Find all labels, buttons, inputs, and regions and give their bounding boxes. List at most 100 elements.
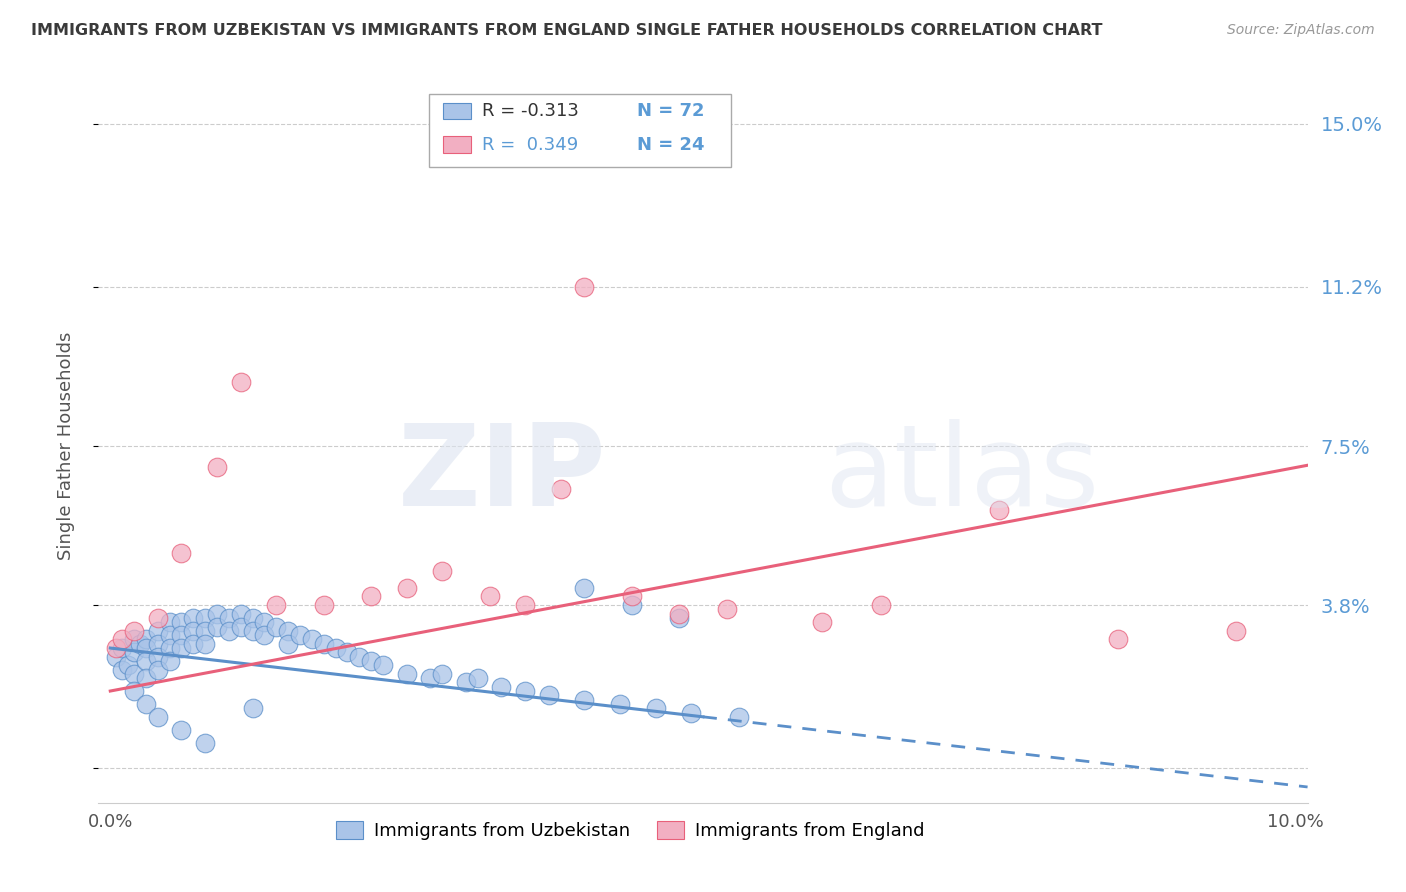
- Immigrants from Uzbekistan: [218, 624, 240, 638]
- Immigrants from England: [312, 598, 335, 612]
- Immigrants from Uzbekistan: [122, 645, 145, 659]
- Immigrants from Uzbekistan: [467, 671, 489, 685]
- Immigrants from Uzbekistan: [159, 641, 181, 656]
- Immigrants from Uzbekistan: [537, 689, 560, 703]
- Immigrants from England: [122, 624, 145, 638]
- Immigrants from Uzbekistan: [371, 658, 394, 673]
- Immigrants from Uzbekistan: [574, 581, 596, 595]
- Immigrants from Uzbekistan: [122, 666, 145, 681]
- Immigrants from Uzbekistan: [146, 649, 169, 664]
- Immigrants from Uzbekistan: [205, 619, 228, 633]
- Immigrants from England: [668, 607, 690, 621]
- Immigrants from Uzbekistan: [277, 624, 299, 638]
- Immigrants from England: [1225, 624, 1247, 638]
- Immigrants from Uzbekistan: [159, 654, 181, 668]
- Immigrants from Uzbekistan: [122, 684, 145, 698]
- Text: R =  0.349: R = 0.349: [482, 136, 578, 154]
- Immigrants from Uzbekistan: [146, 663, 169, 677]
- Immigrants from England: [1107, 632, 1129, 647]
- Immigrants from England: [515, 598, 537, 612]
- Immigrants from Uzbekistan: [159, 628, 181, 642]
- Immigrants from Uzbekistan: [242, 624, 264, 638]
- Immigrants from England: [432, 564, 454, 578]
- Immigrants from Uzbekistan: [170, 615, 193, 630]
- Immigrants from England: [550, 482, 572, 496]
- Text: IMMIGRANTS FROM UZBEKISTAN VS IMMIGRANTS FROM ENGLAND SINGLE FATHER HOUSEHOLDS C: IMMIGRANTS FROM UZBEKISTAN VS IMMIGRANTS…: [31, 23, 1102, 38]
- Immigrants from Uzbekistan: [194, 736, 217, 750]
- Immigrants from Uzbekistan: [181, 637, 204, 651]
- Immigrants from England: [574, 280, 596, 294]
- Immigrants from Uzbekistan: [277, 637, 299, 651]
- Immigrants from Uzbekistan: [253, 628, 276, 642]
- Immigrants from Uzbekistan: [288, 628, 311, 642]
- Immigrants from England: [478, 590, 501, 604]
- Immigrants from Uzbekistan: [229, 619, 252, 633]
- Immigrants from Uzbekistan: [395, 666, 418, 681]
- Immigrants from Uzbekistan: [117, 658, 139, 673]
- Immigrants from Uzbekistan: [181, 624, 204, 638]
- Immigrants from England: [360, 590, 382, 604]
- Immigrants from Uzbekistan: [135, 671, 157, 685]
- Immigrants from Uzbekistan: [146, 710, 169, 724]
- Immigrants from Uzbekistan: [668, 611, 690, 625]
- Immigrants from Uzbekistan: [111, 641, 134, 656]
- Immigrants from England: [105, 641, 128, 656]
- Immigrants from Uzbekistan: [135, 641, 157, 656]
- Immigrants from England: [869, 598, 891, 612]
- Immigrants from Uzbekistan: [574, 692, 596, 706]
- Immigrants from England: [229, 375, 252, 389]
- Immigrants from Uzbekistan: [515, 684, 537, 698]
- Immigrants from Uzbekistan: [135, 697, 157, 711]
- Immigrants from Uzbekistan: [253, 615, 276, 630]
- Immigrants from Uzbekistan: [681, 706, 703, 720]
- Immigrants from Uzbekistan: [170, 641, 193, 656]
- Immigrants from Uzbekistan: [135, 654, 157, 668]
- Text: R = -0.313: R = -0.313: [482, 103, 579, 120]
- Immigrants from Uzbekistan: [205, 607, 228, 621]
- Immigrants from England: [716, 602, 738, 616]
- Text: N = 72: N = 72: [637, 103, 704, 120]
- Immigrants from England: [988, 503, 1011, 517]
- Immigrants from Uzbekistan: [609, 697, 631, 711]
- Immigrants from England: [395, 581, 418, 595]
- Immigrants from Uzbekistan: [194, 624, 217, 638]
- Immigrants from England: [205, 460, 228, 475]
- Immigrants from Uzbekistan: [111, 663, 134, 677]
- Immigrants from England: [146, 611, 169, 625]
- Immigrants from Uzbekistan: [181, 611, 204, 625]
- Immigrants from England: [111, 632, 134, 647]
- Legend: Immigrants from Uzbekistan, Immigrants from England: Immigrants from Uzbekistan, Immigrants f…: [329, 814, 932, 847]
- Immigrants from Uzbekistan: [325, 641, 347, 656]
- Immigrants from Uzbekistan: [620, 598, 643, 612]
- Immigrants from Uzbekistan: [491, 680, 513, 694]
- Y-axis label: Single Father Households: Single Father Households: [56, 332, 75, 560]
- Immigrants from Uzbekistan: [301, 632, 323, 647]
- Immigrants from England: [810, 615, 832, 630]
- Immigrants from Uzbekistan: [347, 649, 370, 664]
- Immigrants from Uzbekistan: [727, 710, 749, 724]
- Immigrants from Uzbekistan: [432, 666, 454, 681]
- Immigrants from Uzbekistan: [194, 637, 217, 651]
- Immigrants from England: [620, 590, 643, 604]
- Immigrants from Uzbekistan: [105, 649, 128, 664]
- Immigrants from Uzbekistan: [264, 619, 287, 633]
- Immigrants from England: [264, 598, 287, 612]
- Immigrants from England: [170, 546, 193, 560]
- Text: ZIP: ZIP: [398, 419, 606, 530]
- Immigrants from Uzbekistan: [170, 628, 193, 642]
- Immigrants from Uzbekistan: [159, 615, 181, 630]
- Immigrants from Uzbekistan: [454, 675, 477, 690]
- Immigrants from Uzbekistan: [644, 701, 666, 715]
- Immigrants from Uzbekistan: [146, 624, 169, 638]
- Immigrants from Uzbekistan: [242, 701, 264, 715]
- Text: Source: ZipAtlas.com: Source: ZipAtlas.com: [1227, 23, 1375, 37]
- Immigrants from Uzbekistan: [170, 723, 193, 737]
- Immigrants from Uzbekistan: [122, 632, 145, 647]
- Immigrants from Uzbekistan: [419, 671, 441, 685]
- Immigrants from Uzbekistan: [135, 632, 157, 647]
- Immigrants from Uzbekistan: [218, 611, 240, 625]
- Text: N = 24: N = 24: [637, 136, 704, 154]
- Immigrants from Uzbekistan: [360, 654, 382, 668]
- Immigrants from Uzbekistan: [242, 611, 264, 625]
- Immigrants from Uzbekistan: [194, 611, 217, 625]
